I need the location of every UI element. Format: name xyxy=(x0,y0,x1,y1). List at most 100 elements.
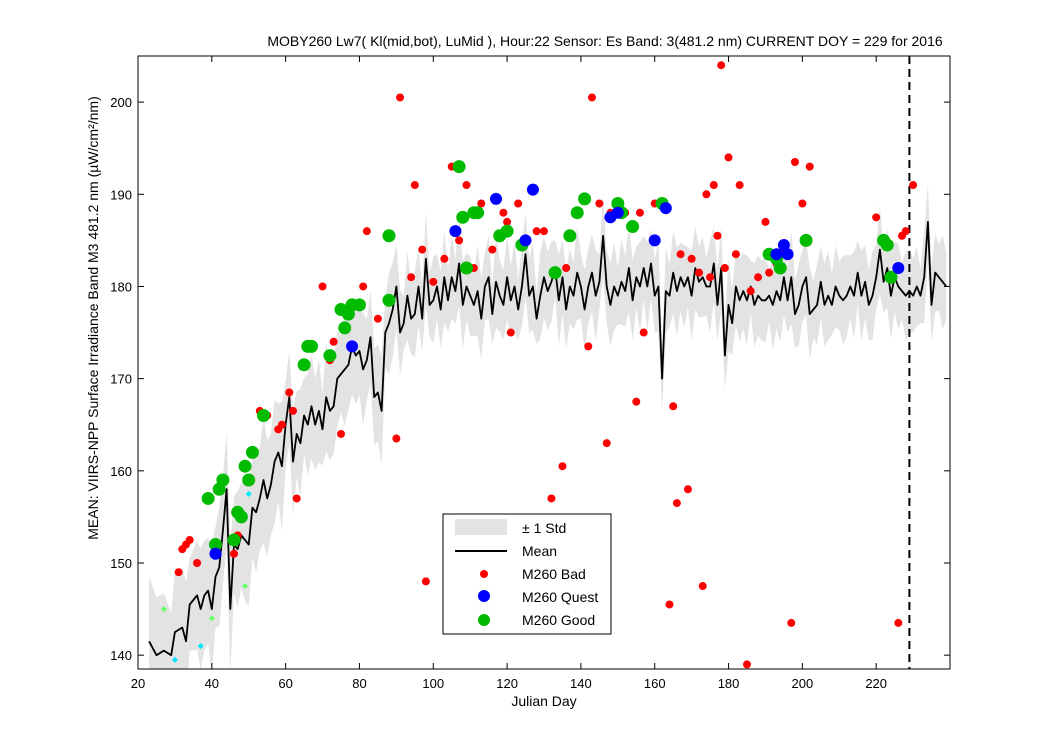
x-tick-label: 20 xyxy=(131,676,145,691)
good-point xyxy=(578,192,592,206)
chart-title: MOBY260 Lw7( Kl(mid,bot), LuMid ), Hour:… xyxy=(267,33,942,49)
good-point xyxy=(799,233,813,247)
legend-bad-marker xyxy=(480,570,488,578)
quest-point xyxy=(209,547,222,560)
bad-point xyxy=(277,420,286,429)
extra-cyan-point xyxy=(245,490,252,497)
bad-point xyxy=(562,264,571,273)
legend: ± 1 Std Mean M260 Bad M260 Quest M260 Go… xyxy=(442,513,612,635)
bad-point xyxy=(488,245,497,254)
bad-point xyxy=(359,282,368,291)
plot-area xyxy=(148,56,948,669)
bad-point xyxy=(462,181,471,190)
quest-point xyxy=(346,340,359,353)
bad-point xyxy=(687,254,696,263)
good-point xyxy=(238,459,252,473)
y-tick-label: 180 xyxy=(110,279,132,294)
good-point xyxy=(256,409,270,423)
good-point xyxy=(352,298,366,312)
quest-point xyxy=(526,183,539,196)
bad-point xyxy=(639,328,648,337)
y-tick-label: 200 xyxy=(110,95,132,110)
bad-point xyxy=(698,582,707,591)
good-point xyxy=(245,445,259,459)
good-point xyxy=(304,339,318,353)
legend-bad-label: M260 Bad xyxy=(522,566,586,582)
good-point xyxy=(456,210,470,224)
bad-point xyxy=(787,618,796,627)
bad-point xyxy=(746,287,755,296)
bad-point xyxy=(455,236,464,245)
bad-point xyxy=(193,558,202,567)
bad-point xyxy=(635,208,644,217)
x-tick-label: 200 xyxy=(792,676,814,691)
bad-point xyxy=(506,328,515,337)
x-tick-label: 100 xyxy=(422,676,444,691)
good-point xyxy=(323,349,337,363)
good-point xyxy=(201,491,215,505)
bad-point xyxy=(754,273,763,282)
bad-point xyxy=(503,217,512,226)
good-point xyxy=(880,238,894,252)
quest-point xyxy=(781,248,794,261)
plot-content xyxy=(148,56,948,669)
bad-point xyxy=(429,277,438,286)
x-tick-label: 160 xyxy=(644,676,666,691)
legend-good-label: M260 Good xyxy=(522,612,595,628)
bad-point xyxy=(743,660,751,669)
bad-point xyxy=(285,388,294,397)
quest-point xyxy=(519,234,532,247)
bad-point xyxy=(672,499,681,508)
bad-point xyxy=(532,227,541,236)
good-point xyxy=(773,261,787,275)
good-point xyxy=(570,206,584,220)
bad-point xyxy=(717,61,726,70)
bad-point xyxy=(514,199,523,208)
bad-point xyxy=(676,250,685,259)
bad-point xyxy=(901,227,910,236)
extra-cyan-point xyxy=(197,642,204,649)
good-point xyxy=(626,220,640,234)
bad-point xyxy=(421,577,430,586)
bad-point xyxy=(373,314,382,323)
bad-point xyxy=(632,397,641,406)
quest-point xyxy=(770,248,783,261)
bad-point xyxy=(665,600,674,609)
bad-point xyxy=(790,158,799,167)
bad-point xyxy=(765,268,774,277)
bad-point xyxy=(418,245,427,254)
bad-point xyxy=(558,462,567,471)
bad-point xyxy=(713,231,722,240)
bad-point xyxy=(587,93,596,102)
bad-point xyxy=(229,549,238,558)
bad-point xyxy=(724,153,733,162)
good-point xyxy=(234,510,248,524)
bad-point xyxy=(540,227,548,236)
y-tick-label: 150 xyxy=(110,556,132,571)
good-point xyxy=(338,321,352,335)
y-axis-title: MEAN: VIIRS-NPP Surface Irradiance Band … xyxy=(85,96,101,540)
bad-point xyxy=(805,162,814,171)
bad-point xyxy=(410,181,419,190)
bad-point xyxy=(174,568,183,577)
bad-point xyxy=(706,273,715,282)
bad-point xyxy=(909,181,918,190)
good-point xyxy=(297,358,311,372)
extra-cyan-point xyxy=(171,656,178,663)
bad-point xyxy=(602,439,611,448)
good-point xyxy=(471,206,485,220)
bad-point xyxy=(362,227,371,236)
std-band xyxy=(149,183,947,669)
quest-point xyxy=(490,192,503,205)
x-tick-label: 40 xyxy=(205,676,219,691)
x-tick-label: 140 xyxy=(570,676,592,691)
bad-point xyxy=(292,494,301,503)
bad-point xyxy=(499,208,508,217)
bad-point xyxy=(289,406,298,415)
good-point xyxy=(884,270,898,284)
good-point xyxy=(459,261,473,275)
bad-point xyxy=(894,618,903,627)
bad-point xyxy=(440,254,449,263)
bad-point xyxy=(669,402,678,411)
